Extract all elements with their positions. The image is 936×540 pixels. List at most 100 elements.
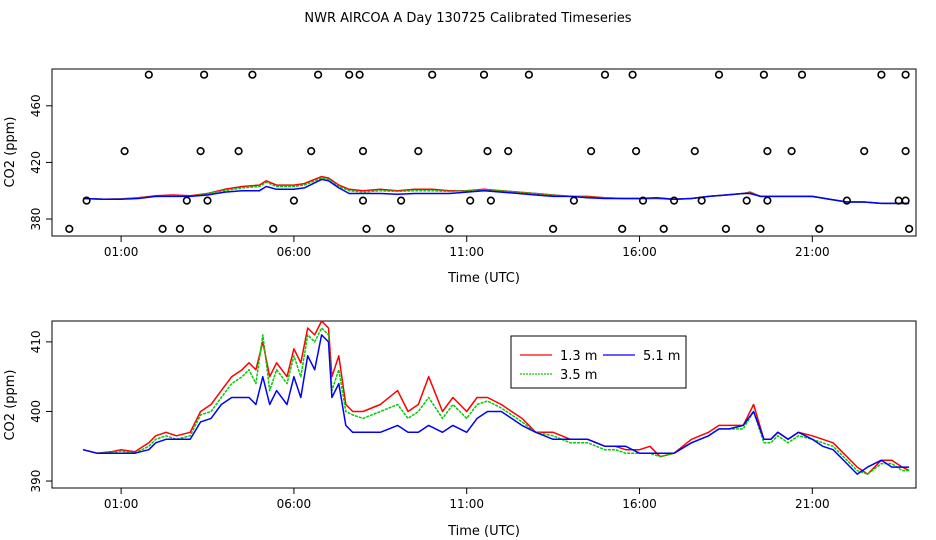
bottom-panel: 01:00 06:00 11:00 16:00 21:00 390 400 410 Time … xyxy=(3,320,917,539)
calibration-point xyxy=(524,70,534,79)
calibration-point xyxy=(466,196,475,205)
bottom-axis-ticks: 01:00 06:00 11:00 16:00 21:00 390 400 410 xyxy=(29,330,830,511)
calibration-point xyxy=(756,224,765,233)
calibration-point xyxy=(483,147,492,156)
calibration-point xyxy=(158,224,167,233)
calibration-point xyxy=(307,147,316,156)
calibration-point xyxy=(600,70,610,79)
calibration-point xyxy=(631,147,641,156)
series-line-5-1-m xyxy=(82,334,910,475)
calibration-point xyxy=(355,70,364,79)
top-x-axis-label: Time (UTC) xyxy=(447,271,520,286)
y-tick-label: 380 xyxy=(29,208,43,231)
series-line-3-5-m xyxy=(83,177,910,205)
calibration-point xyxy=(397,196,406,205)
calibration-point xyxy=(362,224,371,233)
calibration-point xyxy=(182,196,191,205)
calibration-point xyxy=(763,196,772,205)
x-tick-label: 16:00 xyxy=(622,245,657,259)
series-line-3-5-m xyxy=(82,327,910,475)
bottom-series-lines xyxy=(82,320,910,475)
calibration-point xyxy=(358,147,368,156)
legend-label-5-1m: 5.1 m xyxy=(643,349,680,364)
calibration-point xyxy=(248,70,257,79)
top-axis-ticks: 01:00 06:00 11:00 16:00 21:00 380 420 460 xyxy=(29,94,830,259)
y-tick-label: 420 xyxy=(29,151,43,174)
calibration-point xyxy=(759,70,769,79)
calibration-point xyxy=(901,196,910,205)
calibration-point xyxy=(763,147,772,156)
bottom-x-axis-label: Time (UTC) xyxy=(447,524,520,539)
calibration-point xyxy=(445,224,454,233)
calibration-point xyxy=(234,147,243,156)
bottom-plot-frame xyxy=(51,320,917,489)
calibration-point xyxy=(120,147,129,156)
calibration-point xyxy=(797,70,807,79)
calibration-point xyxy=(200,70,209,79)
x-tick-label: 01:00 xyxy=(104,245,139,259)
calibration-point xyxy=(815,224,824,233)
calibration-point xyxy=(569,196,579,205)
calibration-point xyxy=(901,70,910,79)
top-series-lines xyxy=(83,175,910,205)
calibration-point xyxy=(669,196,679,205)
y-tick-label: 460 xyxy=(29,94,43,117)
calibration-point xyxy=(638,196,648,205)
x-tick-label: 11:00 xyxy=(449,245,484,259)
calibration-point xyxy=(618,224,627,233)
x-tick-label: 21:00 xyxy=(795,245,830,259)
x-tick-label: 06:00 xyxy=(277,497,312,511)
series-line-1-3-m xyxy=(82,320,910,475)
y-tick-label: 400 xyxy=(29,400,43,423)
calibration-point xyxy=(289,196,299,205)
calibration-point xyxy=(697,196,706,205)
legend-label-3-5m: 3.5 m xyxy=(560,368,597,383)
calibration-point xyxy=(548,224,558,233)
calibration-point xyxy=(860,147,869,156)
calibration-point xyxy=(358,196,368,205)
calibration-point xyxy=(628,70,637,79)
calibration-point xyxy=(428,70,437,79)
legend-label-1-3m: 1.3 m xyxy=(560,349,597,364)
calibration-point xyxy=(175,224,184,233)
calibration-point xyxy=(659,224,668,233)
x-tick-label: 01:00 xyxy=(104,497,139,511)
calibration-point xyxy=(203,196,212,205)
x-tick-label: 06:00 xyxy=(277,245,312,259)
top-y-axis-label: CO2 (ppm) xyxy=(3,116,18,187)
legend: 1.3 m 3.5 m 5.1 m xyxy=(510,335,687,389)
calibration-point xyxy=(721,224,731,233)
x-tick-label: 21:00 xyxy=(795,497,830,511)
calibration-point xyxy=(842,196,852,205)
y-tick-label: 390 xyxy=(29,470,43,493)
calibration-point xyxy=(386,224,395,233)
top-plot-frame xyxy=(51,68,917,237)
calibration-point xyxy=(486,196,496,205)
bottom-y-axis-label: CO2 (ppm) xyxy=(3,369,18,440)
calibration-point xyxy=(901,147,910,156)
x-tick-label: 16:00 xyxy=(622,497,657,511)
x-tick-label: 11:00 xyxy=(449,497,484,511)
calibration-point xyxy=(144,70,153,79)
chart-title: NWR AIRCOA A Day 130725 Calibrated Times… xyxy=(304,11,631,26)
calibration-point xyxy=(690,147,699,156)
calibration-point xyxy=(196,147,205,156)
calibration-point xyxy=(314,70,323,79)
legend-box xyxy=(510,335,687,389)
calibration-point xyxy=(742,196,751,205)
calibration-point xyxy=(65,224,74,233)
calibration-point xyxy=(414,147,423,156)
calibration-point xyxy=(203,224,212,233)
calibration-point xyxy=(714,70,724,79)
calibration-point xyxy=(269,224,278,233)
series-line-5-1-m xyxy=(83,178,910,205)
calibration-point xyxy=(787,147,796,156)
calibration-point xyxy=(82,196,91,205)
top-panel: 01:00 06:00 11:00 16:00 21:00 380 420 460 Time … xyxy=(3,68,917,286)
calibration-point xyxy=(345,70,354,79)
calibration-point xyxy=(586,147,596,156)
calibration-point xyxy=(904,224,914,233)
calibration-point xyxy=(479,70,489,79)
calibration-point xyxy=(877,70,886,79)
